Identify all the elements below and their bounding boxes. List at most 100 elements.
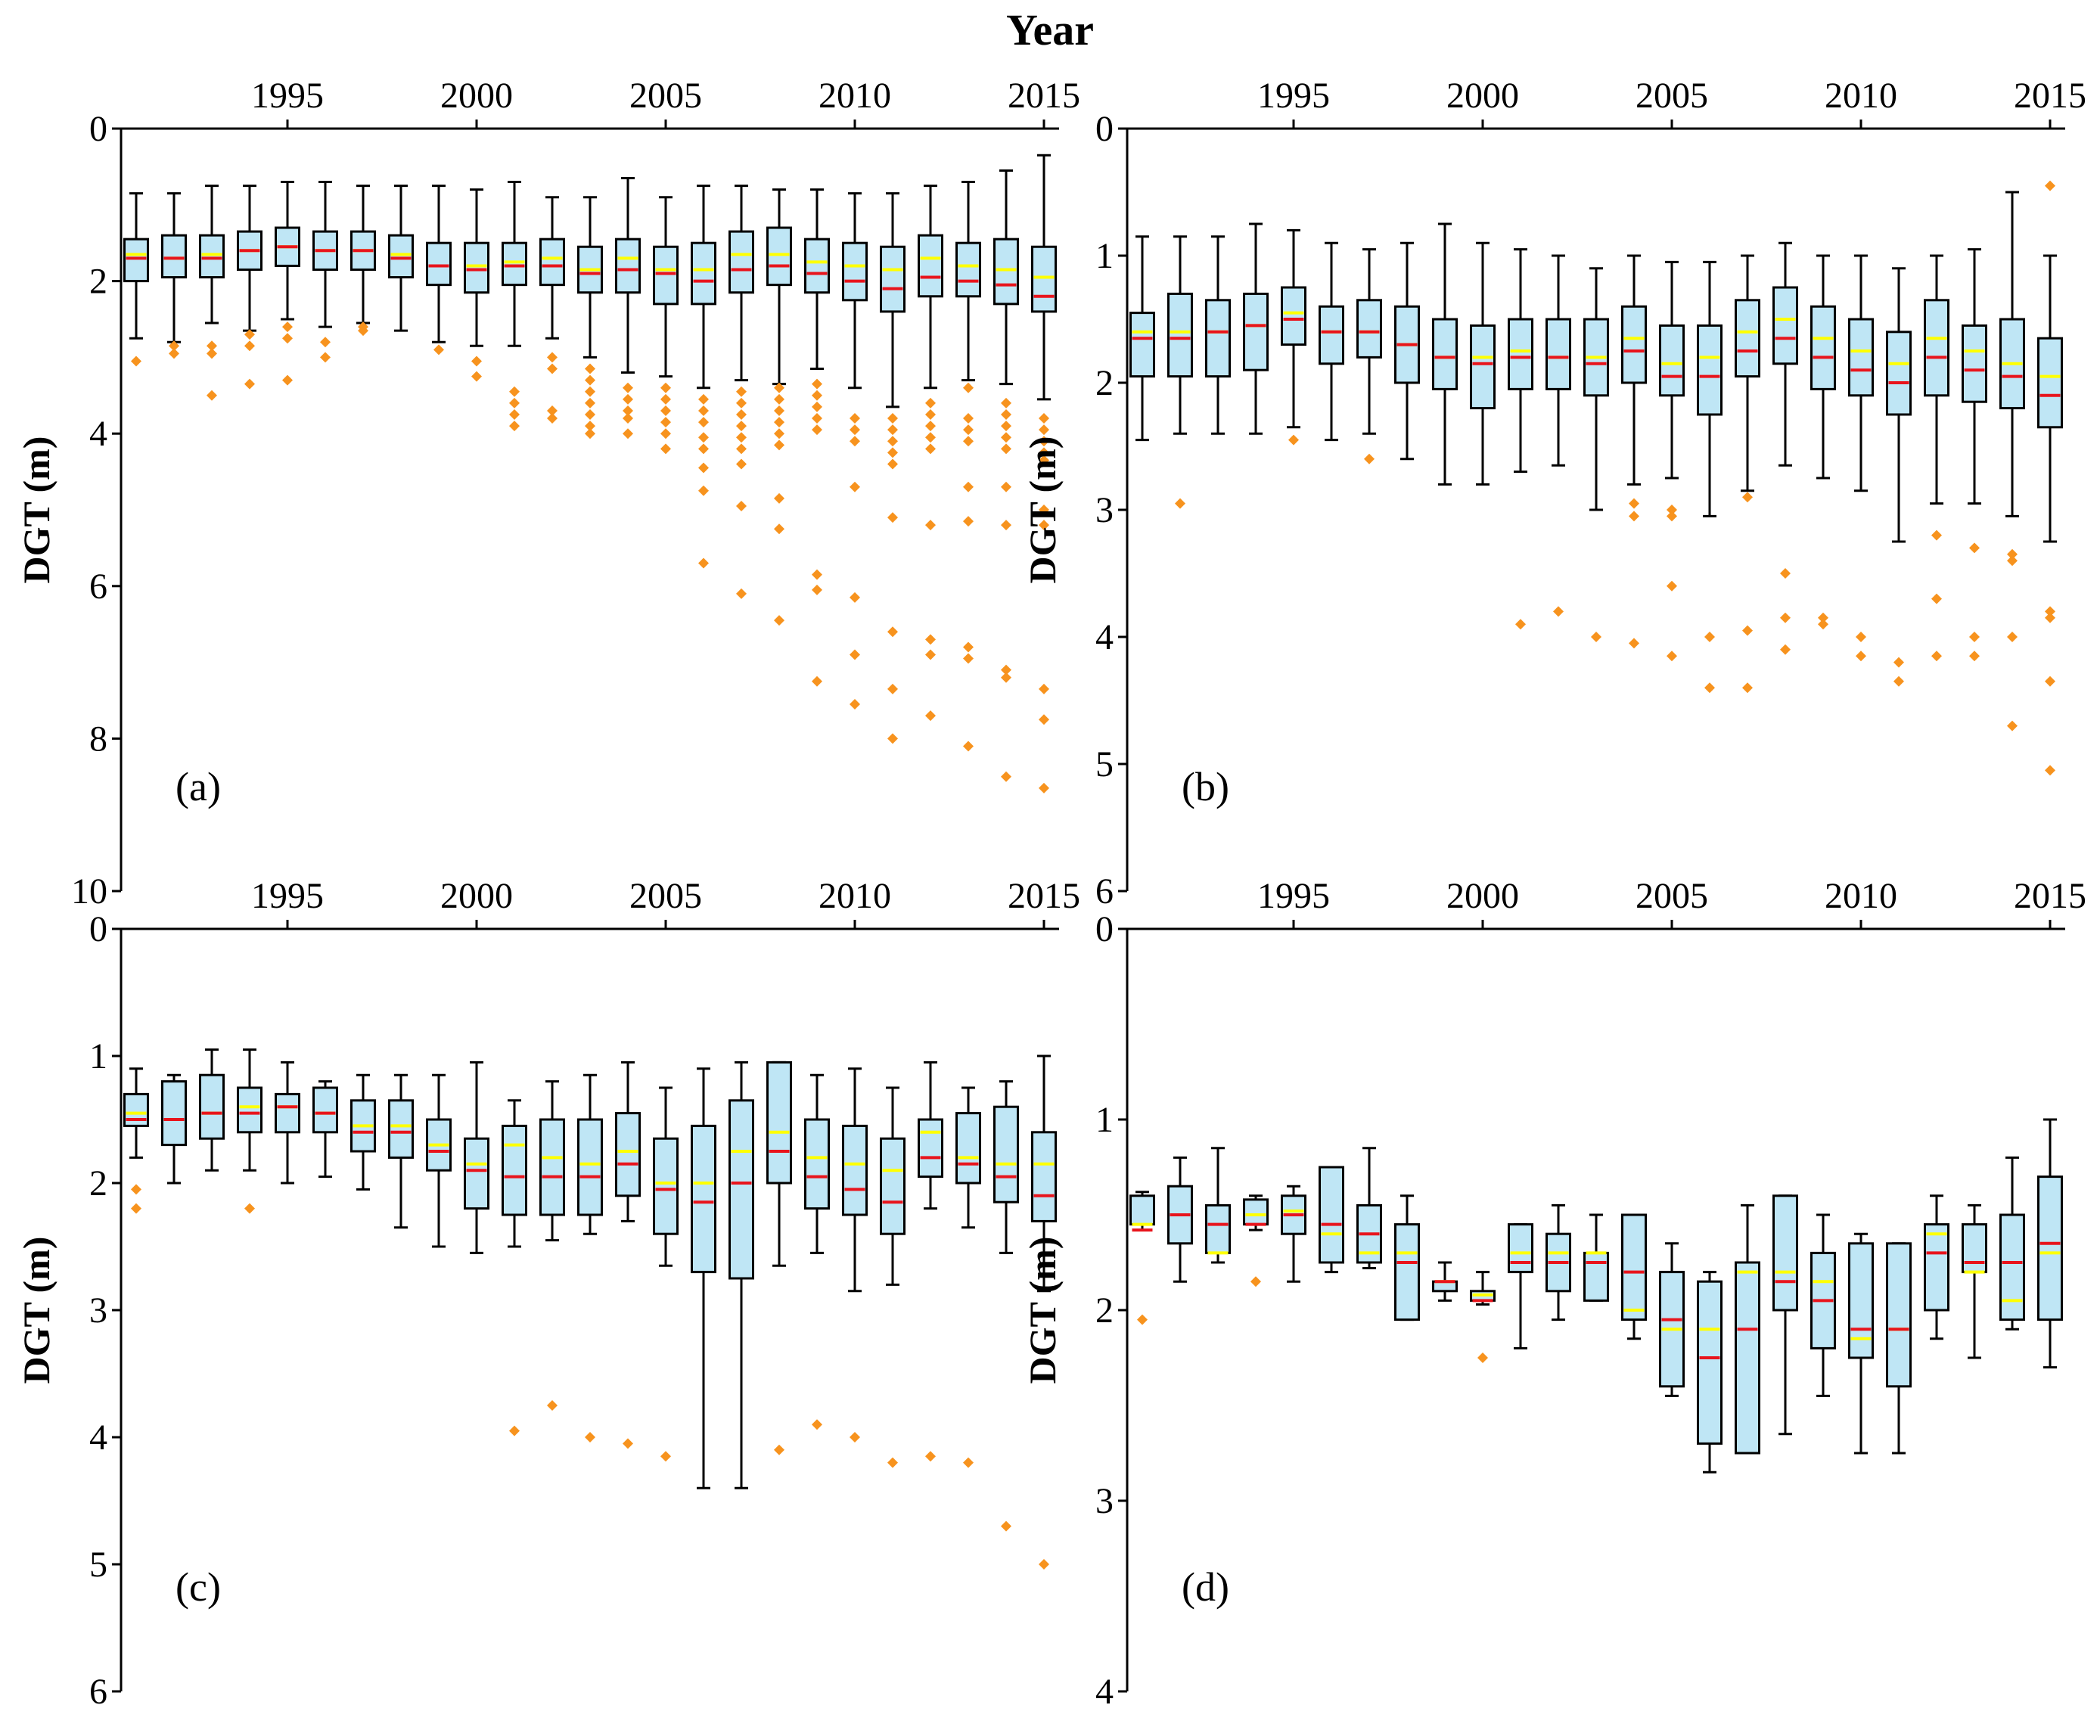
- box-1998: [1394, 1194, 1420, 1321]
- y-tick-label: 2: [89, 1163, 107, 1203]
- outlier-point: [207, 390, 217, 401]
- y-tick-label: 4: [89, 414, 107, 454]
- outlier-point: [2045, 765, 2055, 776]
- box-2003: [577, 196, 603, 439]
- outlier-point: [887, 683, 898, 694]
- box-2002: [1545, 254, 1571, 617]
- outlier-point: [509, 421, 520, 432]
- box-1993: [1205, 1147, 1231, 1264]
- box-2015: [2037, 1118, 2063, 1369]
- outlier-point: [1039, 782, 1049, 793]
- y-tick-label: 0: [89, 109, 107, 149]
- panel-d: 0 1 2 3 4 1995 2000 2005 2010 2015 DGT (m) (d): [1021, 876, 2086, 1712]
- box-1999: [1432, 222, 1458, 486]
- outlier-point: [698, 485, 709, 496]
- box-1994: [1243, 1194, 1269, 1287]
- box-body: [880, 1137, 906, 1235]
- outlier-point: [925, 634, 936, 645]
- box-body: [993, 238, 1019, 306]
- box-body: [426, 241, 452, 287]
- box-2004: [615, 177, 641, 439]
- panel-label: (d): [1182, 1564, 1229, 1610]
- outlier-point: [585, 363, 595, 374]
- outlier-point: [207, 340, 217, 352]
- outlier-point: [1039, 505, 1049, 515]
- outlier-point: [887, 436, 898, 447]
- box-2006: [691, 1067, 716, 1489]
- outlier-point: [623, 428, 633, 439]
- box-2014: [993, 1080, 1019, 1532]
- box-1991: [123, 192, 149, 367]
- box-2005: [653, 1086, 679, 1462]
- box-body: [123, 1092, 149, 1127]
- box-2002: [1545, 1203, 1571, 1321]
- x-tick-label: 2010: [819, 876, 891, 916]
- box-1995: [1281, 228, 1306, 446]
- box-body: [615, 238, 641, 294]
- outlier-point: [660, 428, 671, 439]
- x-tick-label: 2015: [2014, 76, 2086, 116]
- outlier-point: [812, 424, 822, 436]
- outlier-point: [1704, 632, 1715, 642]
- y-tick-label: 4: [89, 1418, 107, 1458]
- outlier-point: [1893, 675, 1904, 687]
- outlier-point: [660, 417, 671, 428]
- outlier-point: [282, 374, 293, 386]
- box-1996: [1319, 1166, 1344, 1274]
- x-tick-label: 2015: [1008, 76, 1080, 116]
- x-tick-label: 2015: [1008, 876, 1080, 916]
- outlier-point: [585, 397, 595, 408]
- outlier-point: [887, 626, 898, 638]
- box-1993: [1205, 235, 1231, 435]
- outlier-point: [698, 417, 709, 428]
- outlier-point: [850, 1432, 860, 1443]
- outlier-point: [850, 424, 860, 436]
- box-2005: [1659, 1242, 1685, 1397]
- outlier-point: [1931, 593, 1942, 604]
- box-body: [1810, 305, 1836, 390]
- box-body: [691, 1124, 716, 1274]
- y-axis-label: DGT (m): [1021, 436, 1064, 584]
- box-body: [955, 1112, 981, 1185]
- outlier-point: [1893, 657, 1904, 668]
- box-body: [880, 245, 906, 313]
- outlier-point: [1001, 481, 1011, 492]
- box-body: [1735, 299, 1760, 378]
- box-1998: [388, 1073, 414, 1229]
- box-1991: [1129, 235, 1155, 442]
- y-tick-label: 2: [89, 262, 107, 302]
- panel-c: 0 1 2 3 4 5 6 1995 2000 2005 2010 2015 DGT (m) (c): [15, 876, 1080, 1712]
- y-tick-label: 5: [1095, 744, 1114, 784]
- y-tick-label: 1: [1095, 236, 1114, 276]
- box-2000: [464, 188, 489, 382]
- box-2015: [2037, 180, 2063, 776]
- outlier-point: [698, 557, 709, 569]
- outlier-point: [812, 1419, 822, 1430]
- outlier-point: [1137, 1314, 1148, 1325]
- box-body: [1243, 1198, 1269, 1226]
- outlier-point: [623, 413, 633, 424]
- box-body: [766, 226, 792, 287]
- outlier-point: [850, 649, 860, 660]
- box-body: [1772, 286, 1798, 365]
- outlier-point: [244, 329, 255, 340]
- outlier-point: [736, 443, 747, 455]
- box-2002: [539, 196, 565, 424]
- box-1994: [237, 1048, 262, 1214]
- box-2012: [1924, 254, 1949, 662]
- box-1996: [312, 1080, 338, 1179]
- outlier-point: [925, 710, 936, 722]
- box-body: [388, 234, 414, 279]
- box-2007: [1735, 1203, 1760, 1455]
- outlier-point: [774, 615, 784, 626]
- x-tick-label: 2010: [819, 76, 891, 116]
- outlier-point: [963, 382, 974, 393]
- box-body: [1924, 1223, 1949, 1312]
- y-tick-label: 1: [1095, 1100, 1114, 1140]
- outlier-point: [2045, 606, 2055, 617]
- outlier-point: [585, 1432, 595, 1443]
- box-2014: [993, 169, 1019, 782]
- outlier-point: [925, 520, 936, 531]
- box-body: [312, 1086, 338, 1134]
- box-body: [691, 241, 716, 306]
